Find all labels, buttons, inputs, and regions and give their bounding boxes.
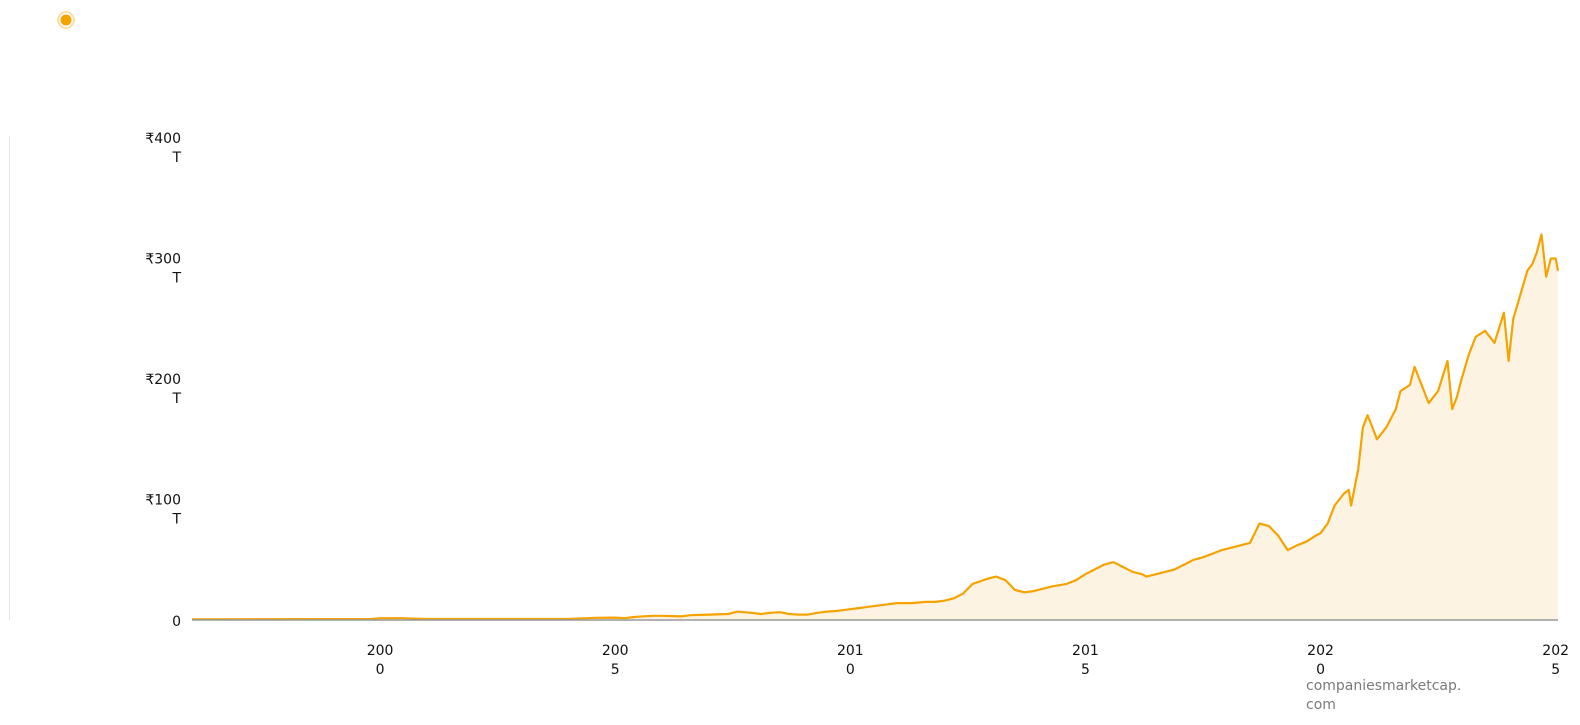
y-tick-label: 0 (172, 614, 181, 630)
y-axis: 0 ₹100 T ₹200 T ₹300 T ₹400 T (145, 131, 181, 630)
x-tick-label-digit: 0 (1316, 662, 1325, 678)
y-tick-label-unit: T (171, 391, 181, 407)
y-tick-label: ₹400 (145, 131, 181, 147)
y-tick-label: ₹200 (145, 372, 181, 388)
series-line[interactable] (191, 233, 1560, 621)
series-area (192, 234, 1558, 620)
x-tick-label-digit: 0 (376, 662, 385, 678)
y-tick-label-unit: T (171, 271, 181, 287)
x-tick-label: 201 (1072, 643, 1099, 659)
y-tick-label: ₹100 (145, 493, 181, 509)
x-tick-label: 202 (1542, 643, 1569, 659)
x-tick-label: 201 (837, 643, 864, 659)
credit-text-line-1: companiesmarketcap. (1306, 678, 1461, 694)
x-tick-label-digit: 5 (611, 662, 620, 678)
y-tick-label: ₹300 (145, 252, 181, 268)
left-divider (9, 136, 10, 620)
x-tick-label-digit: 5 (1081, 662, 1090, 678)
x-tick-label: 200 (367, 643, 394, 659)
x-tick-label-digit: 5 (1551, 662, 1560, 678)
credit-text-line-2: com (1306, 697, 1336, 713)
y-tick-label-unit: T (171, 150, 181, 166)
x-tick-label-digit: 0 (846, 662, 855, 678)
x-tick-label: 202 (1307, 643, 1334, 659)
x-tick-label: 200 (602, 643, 629, 659)
legend-series-icon[interactable] (57, 11, 75, 29)
orange-dot-icon (60, 14, 72, 26)
x-axis: 200 0 200 5 201 0 201 5 202 0 202 5 (367, 643, 1569, 678)
y-tick-label-unit: T (171, 512, 181, 528)
